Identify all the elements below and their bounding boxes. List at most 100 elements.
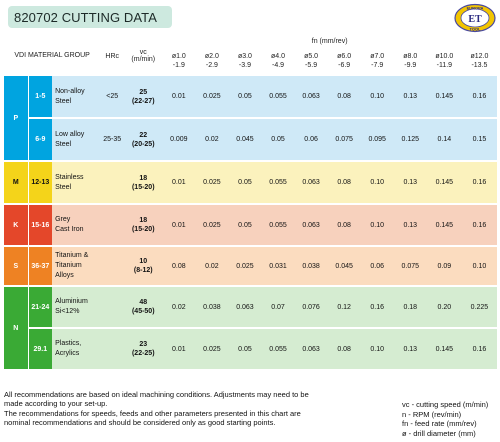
diameter-header: ø7.0 -7.9 <box>361 46 394 76</box>
feed-rate-cell: 0.05 <box>228 76 262 119</box>
table-row: K 15-16 Grey Cast Iron 18 (15-20) 0.01 0.025 0.0… <box>4 204 497 247</box>
diameter-max: -1.9 <box>172 62 185 69</box>
feed-rate-cell: 0.06 <box>360 246 394 287</box>
feed-rate-cell: 0.063 <box>294 76 328 119</box>
material-name-line: Alloys <box>55 272 74 279</box>
vc-header: vc (m/min) <box>124 36 162 76</box>
vdi-code: 36-37 <box>27 246 53 287</box>
logo-mid-text: ET <box>468 14 482 25</box>
feed-rate-cell: 0.09 <box>426 246 462 287</box>
feed-rate-cell: 0.055 <box>261 328 295 371</box>
vc-value: 18 (15-20) <box>124 204 163 247</box>
feed-rate-cell: 0.08 <box>327 328 361 371</box>
europa-tool-logo: EUROPA ET TOOL <box>454 3 496 33</box>
vdi-code: 21-24 <box>27 286 53 329</box>
feed-rate-cell: 0.01 <box>162 328 196 371</box>
feed-rate-cell: 0.08 <box>327 76 361 119</box>
diameter-min: ø7.0 <box>370 53 385 60</box>
vc-value: 25 (22-27) <box>124 76 163 119</box>
feed-rate-cell: 0.025 <box>195 76 229 119</box>
feed-rate-cell: 0.10 <box>360 328 394 371</box>
legend-line: n - RPM (rev/min) <box>402 409 462 419</box>
vc-label: vc <box>139 49 147 56</box>
material-name-line: Aluminium <box>55 298 88 305</box>
title-box: 820702 CUTTING DATA <box>8 6 172 28</box>
diameter-min: ø4.0 <box>271 53 286 60</box>
vdi-code: 12-13 <box>27 161 53 205</box>
feed-rate-cell: 0.06 <box>294 118 328 162</box>
table-body: P 1-5 Non-alloy Steel <25 25 (22-27) 0.01 0.025 0… <box>4 76 497 371</box>
feed-rate-cell: 0.025 <box>195 161 229 205</box>
feed-rate-cell: 0.16 <box>461 76 497 119</box>
feed-rate-cell: 0.095 <box>360 118 394 162</box>
feed-rate-cell: 0.01 <box>162 204 196 247</box>
cutting-data-table: VDI MATERIAL GROUP HRc vc (m/min) fn (mm… <box>4 36 497 371</box>
legend: vc - cutting speed (m/min) n - RPM (rev/… <box>402 400 498 438</box>
feed-rate-cell: 0.02 <box>195 118 229 162</box>
vc-value: 48 (45-50) <box>124 286 163 329</box>
feed-rate-cell: 0.08 <box>327 204 361 247</box>
material-name-line: Non-alloy <box>55 87 85 95</box>
feed-rate-cell: 0.10 <box>360 204 394 247</box>
vc-range: (20-25) <box>131 140 155 148</box>
material-name-line: Cast Iron <box>55 226 84 233</box>
material-name: Plastics, Acrylics <box>52 328 101 371</box>
table-row: N 21-24 Aluminium Si<12% 48 (45-50) 0.02 0.038 0… <box>4 286 497 371</box>
feed-rate-cell: 0.01 <box>162 161 196 205</box>
vdi-code: 29.1 <box>27 328 53 371</box>
vc-range: (15-20) <box>131 183 155 191</box>
feed-rate-cell: 0.145 <box>426 161 462 205</box>
feed-rate-cell: 0.13 <box>393 204 427 247</box>
vc-value: 18 (15-20) <box>124 161 163 205</box>
feed-rate-cell: 0.063 <box>228 286 262 329</box>
feed-rate-cell: 0.025 <box>195 328 229 371</box>
feed-rate-cell: 0.055 <box>261 204 295 247</box>
note-line: made according to your set-up. <box>4 399 108 409</box>
feed-rate-cell: 0.05 <box>228 161 262 205</box>
vdi-code: 6-9 <box>27 118 53 162</box>
diameter-min: ø6.0 <box>337 53 352 60</box>
vc-value: 10 (8-12) <box>124 246 163 287</box>
logo-top-text: EUROPA <box>467 6 484 11</box>
diameter-max: -7.9 <box>371 62 384 69</box>
material-name: Aluminium Si<12% <box>52 286 101 329</box>
feed-rate-cell: 0.07 <box>261 286 295 329</box>
diameter-header: ø6.0 -6.9 <box>328 46 361 76</box>
hrc-value <box>100 246 125 287</box>
hrc-value <box>100 204 125 247</box>
hrc-value <box>100 328 125 371</box>
feed-rate-cell: 0.125 <box>393 118 427 162</box>
feed-rate-cell: 0.05 <box>261 118 295 162</box>
material-name-line: Steel <box>55 97 72 105</box>
feed-rate-cell: 0.045 <box>327 246 361 287</box>
vc-nominal: 48 <box>139 299 148 306</box>
diameter-min: ø2.0 <box>204 53 219 60</box>
material-name-line: Acrylics <box>55 350 80 357</box>
diameter-header: ø5.0 -5.9 <box>295 46 328 76</box>
feed-rate-cell: 0.045 <box>228 118 262 162</box>
feed-rate-cell: 0.009 <box>162 118 196 162</box>
feed-rate-cell: 0.063 <box>294 204 328 247</box>
hrc-value <box>100 161 125 205</box>
feed-rate-cell: 0.16 <box>461 161 497 205</box>
feed-rate-cell: 0.038 <box>294 246 328 287</box>
feed-rate-cell: 0.16 <box>461 204 497 247</box>
feed-rate-cell: 0.055 <box>261 76 295 119</box>
diameter-header-row: ø1.0 -1.9 ø2.0 -2.9 ø3.0 -3.9 ø4.0 -4.9 ø5.0 -5.9… <box>4 46 497 76</box>
diameter-min: ø10.0 <box>435 53 454 60</box>
material-name-line: Low alloy <box>55 130 85 138</box>
logo-bottom-text: TOOL <box>469 27 481 32</box>
note-line: All recommendations are based on ideal m… <box>4 390 309 399</box>
vc-nominal: 23 <box>139 341 148 348</box>
material-name-line: Si<12% <box>55 308 80 315</box>
vc-value: 22 (20-25) <box>124 118 163 162</box>
vc-range: (8-12) <box>133 267 153 274</box>
feed-rate-cell: 0.063 <box>294 161 328 205</box>
vc-value: 23 (22-25) <box>124 328 163 371</box>
vc-nominal: 18 <box>139 174 148 182</box>
notes: All recommendations are based on ideal m… <box>4 390 334 428</box>
vc-range: (22-25) <box>131 350 155 357</box>
feed-rate-cell: 0.025 <box>228 246 262 287</box>
feed-rate-cell: 0.063 <box>294 328 328 371</box>
feed-rate-cell: 0.145 <box>426 76 462 119</box>
